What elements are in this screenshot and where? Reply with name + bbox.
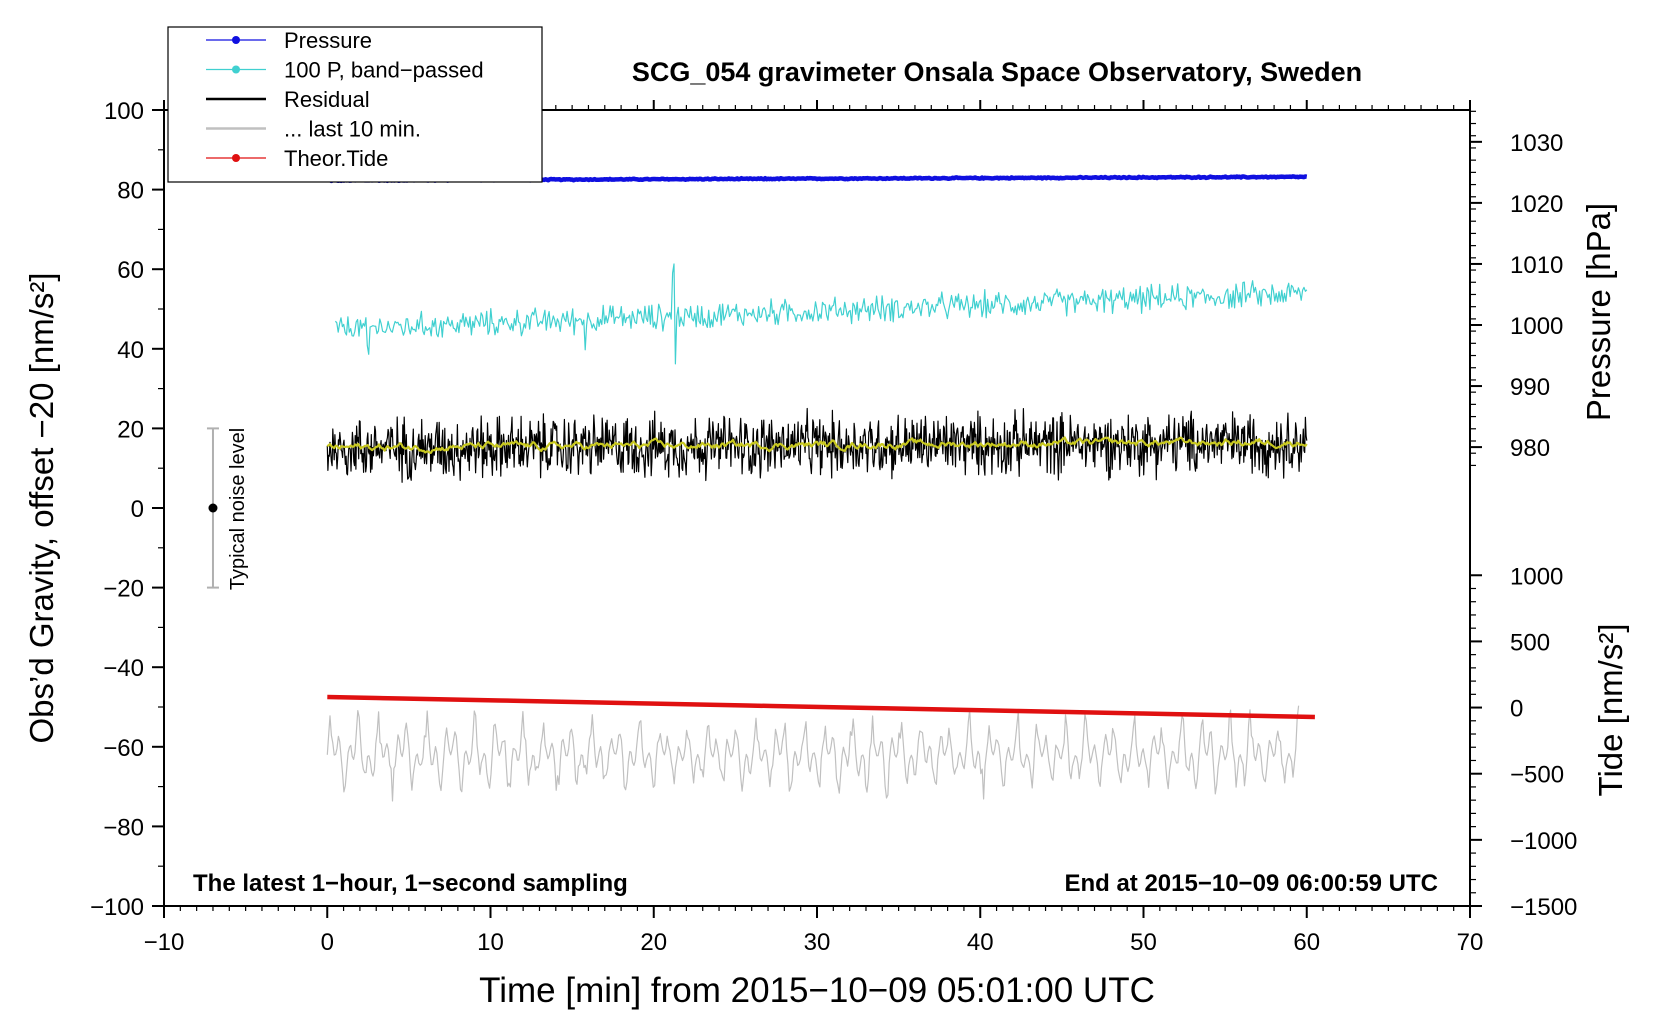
series-line bbox=[326, 705, 1300, 802]
series-group bbox=[326, 174, 1315, 802]
annotation-end-time: End at 2015−10−09 06:00:59 UTC bbox=[1064, 870, 1438, 897]
pressure-tick-label: 1000 bbox=[1510, 313, 1563, 340]
tide-tick-label: 0 bbox=[1510, 696, 1523, 723]
y-tick-label-left: 0 bbox=[131, 496, 144, 523]
axis-ticks: −10 0 10 20 30 40 50 60 70100806040200−20−40−60−… bbox=[90, 98, 1577, 956]
noise-bar-group bbox=[206, 427, 219, 589]
x-tick-label: 60 bbox=[1293, 929, 1320, 956]
y-axis-label-tide: Tide [nm/s²] bbox=[1592, 624, 1629, 797]
x-tick-label: 10 bbox=[477, 929, 504, 956]
y-tick-label-left: −20 bbox=[103, 576, 144, 603]
y-tick-label-left: 60 bbox=[117, 257, 144, 284]
x-tick-label: 20 bbox=[640, 929, 667, 956]
series-line bbox=[326, 407, 1308, 483]
y-tick-label-left: −100 bbox=[90, 894, 144, 921]
pressure-tick-label: 1030 bbox=[1510, 130, 1563, 157]
legend-label: Residual bbox=[284, 87, 370, 112]
y-tick-label-left: 100 bbox=[104, 98, 144, 125]
tide-tick-label: −500 bbox=[1510, 762, 1564, 789]
pressure-tick-label: 1010 bbox=[1510, 252, 1563, 279]
x-tick-label: 50 bbox=[1130, 929, 1157, 956]
y-axis-label-left: Obs’d Gravity, offset −20 [nm/s²] bbox=[23, 272, 60, 743]
plot-frame bbox=[163, 109, 1471, 907]
x-tick-label: −10 bbox=[144, 929, 185, 956]
x-tick-label: 40 bbox=[967, 929, 994, 956]
y-tick-label-left: 80 bbox=[117, 178, 144, 205]
series-line bbox=[326, 436, 1308, 454]
y-tick-label-left: −60 bbox=[103, 735, 144, 762]
noise-level-label: Typical noise level bbox=[227, 428, 249, 590]
legend-label: 100 P, band−passed bbox=[284, 58, 484, 83]
noise-bar-center bbox=[208, 503, 218, 513]
annotation-sampling: The latest 1−hour, 1−second sampling bbox=[193, 870, 628, 897]
tide-tick-label: −1500 bbox=[1510, 894, 1577, 921]
x-tick-label: 70 bbox=[1457, 929, 1484, 956]
pressure-tick-label: 980 bbox=[1510, 435, 1550, 462]
legend: Pressure 100 P, band−passed Residual ... la… bbox=[167, 26, 543, 183]
legend-marker bbox=[232, 154, 240, 162]
tide-tick-label: −1000 bbox=[1510, 828, 1577, 855]
tide-tick-label: 1000 bbox=[1510, 563, 1563, 590]
tide-tick-label: 500 bbox=[1510, 629, 1550, 656]
y-tick-label-left: −40 bbox=[103, 655, 144, 682]
legend-label: Theor.Tide bbox=[284, 146, 388, 171]
x-axis-label: Time [min] from 2015−10−09 05:01:00 UTC bbox=[479, 971, 1155, 1010]
legend-marker bbox=[232, 36, 240, 44]
legend-box bbox=[167, 26, 543, 183]
pressure-tick-label: 1020 bbox=[1510, 191, 1563, 218]
legend-label: ... last 10 min. bbox=[284, 117, 421, 142]
x-tick-label: 30 bbox=[804, 929, 831, 956]
y-tick-label-left: 20 bbox=[117, 416, 144, 443]
y-tick-label-left: −80 bbox=[103, 814, 144, 841]
series-line bbox=[334, 263, 1308, 365]
chart-title: SCG_054 gravimeter Onsala Space Observat… bbox=[632, 57, 1362, 87]
y-tick-label-left: 40 bbox=[117, 337, 144, 364]
pressure-tick-label: 990 bbox=[1510, 374, 1550, 401]
x-tick-label: 0 bbox=[321, 929, 334, 956]
legend-label: Pressure bbox=[284, 28, 372, 53]
legend-entries: Pressure 100 P, band−passed Residual ... la… bbox=[206, 28, 484, 171]
legend-marker bbox=[232, 65, 240, 74]
y-axis-label-pressure: Pressure [hPa] bbox=[1580, 203, 1617, 421]
series-line bbox=[327, 694, 1315, 720]
